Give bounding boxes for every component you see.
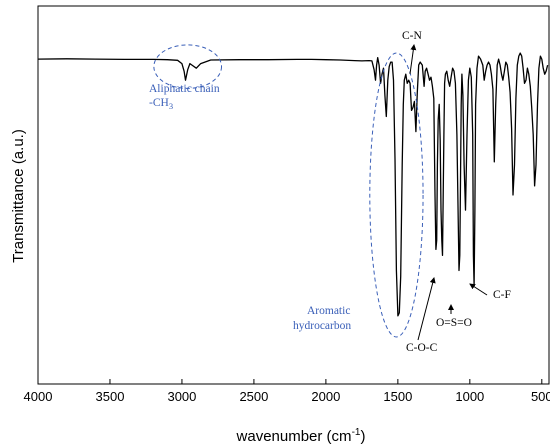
x-axis-title: wavenumber (cm-1) [236,427,366,445]
x-tick-label: 2500 [239,389,268,404]
x-tick-label: 4000 [24,389,53,404]
y-axis-title: Transmittance (a.u.) [10,129,27,263]
x-tick-label: 3000 [167,389,196,404]
annotation-cn: C-N [402,30,423,42]
annotation-coc: C-O-C [406,342,438,354]
annotation-ellipses [153,44,424,338]
x-axis-title-main: wavenumber (cm [236,428,352,445]
spectrum-line [37,52,549,317]
annotation-oso: O=S=O [436,317,472,329]
x-axis-title-superscript: -1 [352,427,361,438]
annotation-coc-arrow [417,277,436,341]
x-tick-label: 1000 [455,389,484,404]
x-axis-title-close: ) [360,428,365,445]
x-tick-label: 3500 [96,389,125,404]
annotation-aliphatic-line2: -CH3 [149,97,173,111]
annotation-cf-arrow [469,283,488,296]
x-tick-label: 1500 [383,389,412,404]
annotation-aliphatic-line1: Aliphatic chain [149,83,220,95]
annotation-aromatic-line1: Aromatic [307,305,350,317]
annotation-aliphatic-ch: -CH [149,97,169,109]
annotation-cn-arrow [409,44,417,75]
plot-frame [37,5,550,385]
annotation-ellipse-aliphatic [153,44,223,89]
x-tick-label: 500 [531,389,550,404]
x-tick-label: 2000 [311,389,340,404]
x-axis: 4000 3500 3000 2500 2000 1500 1000 500 [24,379,550,404]
annotation-cf: C-F [493,289,511,301]
annotation-ellipse-aromatic [369,52,424,338]
annotation-aromatic-line2: hydrocarbon [293,320,351,332]
annotation-aliphatic-subscript: 3 [169,101,173,111]
